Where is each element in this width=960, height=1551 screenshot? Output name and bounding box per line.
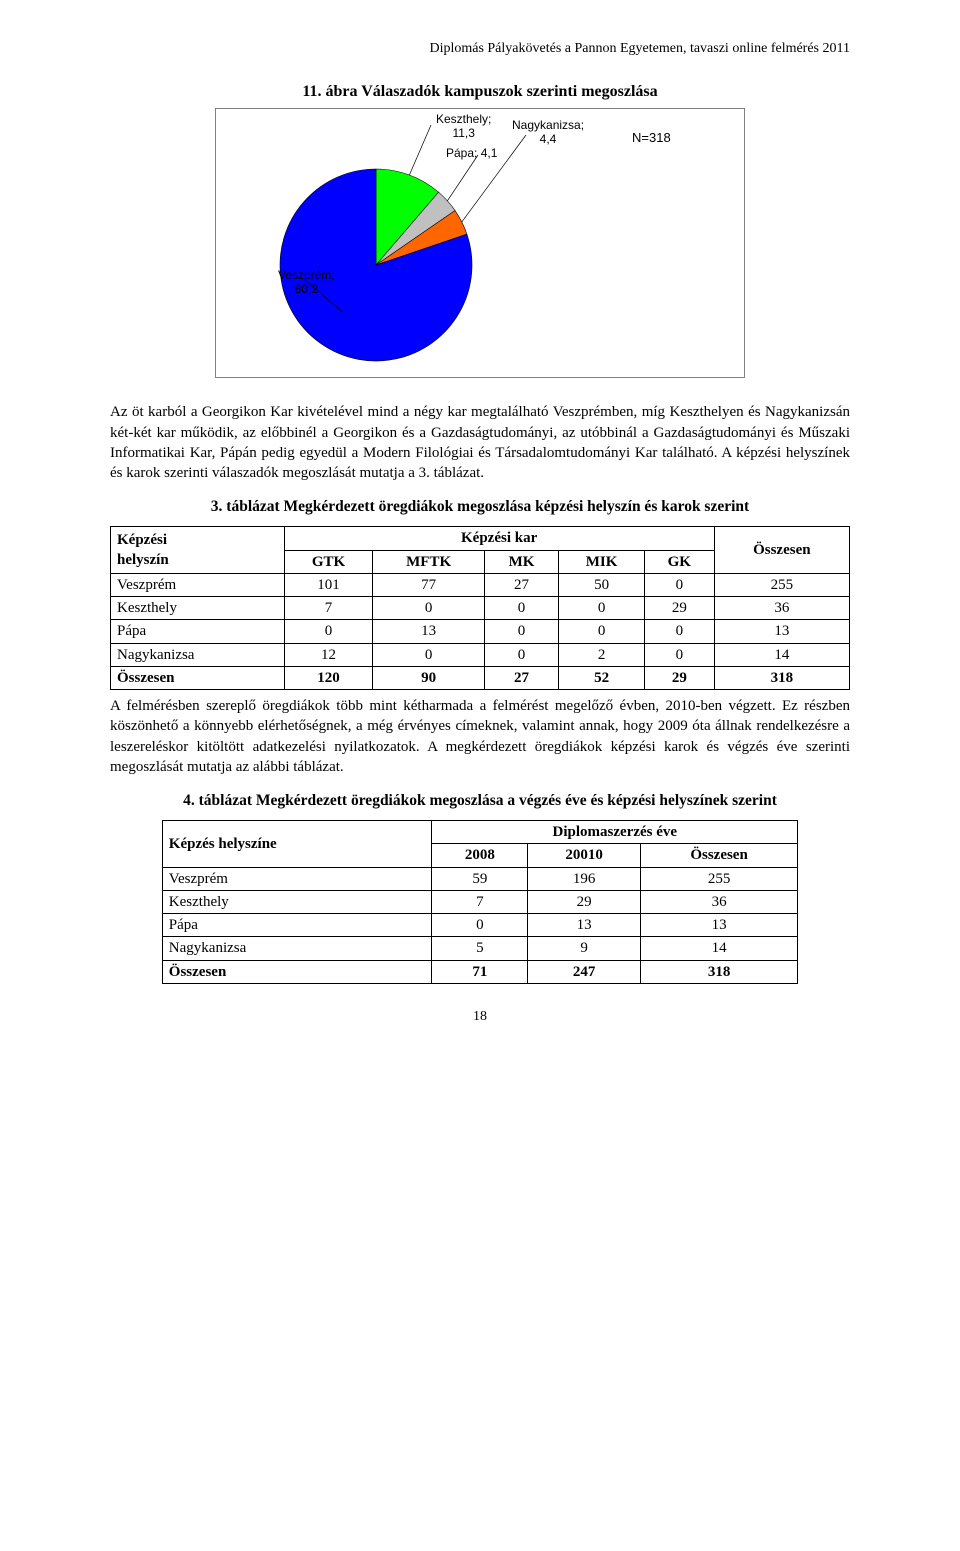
- table3-col-3: MIK: [559, 550, 645, 573]
- table4-rowhead: Képzés helyszíne: [162, 821, 432, 868]
- table4-cell-0-2: 255: [640, 867, 797, 890]
- table3-title: 3. táblázat Megkérdezett öregdiákok mego…: [110, 497, 850, 518]
- table3: KépzésihelyszínKépzési karÖsszesenGTKMFT…: [110, 526, 850, 690]
- table3-cell-4-3: 52: [559, 666, 645, 689]
- table3-cell-4-1: 90: [373, 666, 484, 689]
- table3-cell-2-0: 0: [284, 620, 373, 643]
- table4-col-0: 2008: [432, 844, 528, 867]
- pie-n-label: N=318: [632, 131, 671, 145]
- pie-label-nagykanizsa: Nagykanizsa;4,4: [512, 119, 584, 145]
- table3-cell-2-2: 0: [484, 620, 558, 643]
- table4-col-1: 20010: [528, 844, 641, 867]
- table4-cell-0-0: 59: [432, 867, 528, 890]
- table3-rowlabel-0: Veszprém: [111, 573, 285, 596]
- page-number: 18: [110, 1008, 850, 1027]
- page-header: Diplomás Pályakövetés a Pannon Egyetemen…: [110, 40, 850, 59]
- table3-cell-2-1: 13: [373, 620, 484, 643]
- table4-col-2: Összesen: [640, 844, 797, 867]
- table3-rowlabel-1: Keszthely: [111, 597, 285, 620]
- table4-colgroup: Diplomaszerzés éve: [432, 821, 798, 844]
- table3-cell-3-2: 0: [484, 643, 558, 666]
- table3-cell-3-4: 0: [644, 643, 714, 666]
- table4-cell-3-1: 9: [528, 937, 641, 960]
- table4-cell-1-2: 36: [640, 890, 797, 913]
- table3-col-2: MK: [484, 550, 558, 573]
- table3-cell-3-0: 12: [284, 643, 373, 666]
- table4-cell-4-2: 318: [640, 960, 797, 983]
- table3-cell-0-3: 50: [559, 573, 645, 596]
- table3-rowlabel-4: Összesen: [111, 666, 285, 689]
- table3-rowlabel-3: Nagykanizsa: [111, 643, 285, 666]
- table4-title: 4. táblázat Megkérdezett öregdiákok mego…: [110, 791, 850, 812]
- table3-cell-1-0: 7: [284, 597, 373, 620]
- table3-cell-0-4: 0: [644, 573, 714, 596]
- table3-cell-1-3: 0: [559, 597, 645, 620]
- table3-cell-1-5: 36: [714, 597, 849, 620]
- table3-cell-4-4: 29: [644, 666, 714, 689]
- table3-cell-1-2: 0: [484, 597, 558, 620]
- table3-rowhead: Képzésihelyszín: [111, 527, 285, 574]
- table3-col-0: GTK: [284, 550, 373, 573]
- table4-rowlabel-1: Keszthely: [162, 890, 432, 913]
- table4-cell-1-1: 29: [528, 890, 641, 913]
- table4: Képzés helyszíneDiplomaszerzés éve200820…: [162, 820, 798, 984]
- table4-rowlabel-0: Veszprém: [162, 867, 432, 890]
- table3-cell-4-5: 318: [714, 666, 849, 689]
- table3-cell-2-4: 0: [644, 620, 714, 643]
- table3-cell-0-0: 101: [284, 573, 373, 596]
- table3-cell-3-3: 2: [559, 643, 645, 666]
- table4-rowlabel-4: Összesen: [162, 960, 432, 983]
- paragraph-1: Az öt karból a Georgikon Kar kivételével…: [110, 402, 850, 483]
- table3-cell-4-0: 120: [284, 666, 373, 689]
- table4-cell-4-1: 247: [528, 960, 641, 983]
- table3-cell-1-4: 29: [644, 597, 714, 620]
- table3-cell-0-5: 255: [714, 573, 849, 596]
- figure-title: 11. ábra Válaszadók kampuszok szerinti m…: [110, 81, 850, 103]
- table3-cell-3-5: 14: [714, 643, 849, 666]
- table3-cell-3-1: 0: [373, 643, 484, 666]
- table3-cell-4-2: 27: [484, 666, 558, 689]
- pie-chart: Keszthely;11,3 Nagykanizsa;4,4 Pápa; 4,1 Ve…: [215, 108, 745, 378]
- table4-cell-2-0: 0: [432, 914, 528, 937]
- table3-colgroup: Képzési kar: [284, 527, 714, 550]
- table4-rowlabel-2: Pápa: [162, 914, 432, 937]
- table3-col-osszesen: Összesen: [714, 527, 849, 574]
- table4-cell-3-0: 5: [432, 937, 528, 960]
- table4-cell-0-1: 196: [528, 867, 641, 890]
- pie-label-veszprem: Veszprém;80,2: [278, 269, 335, 295]
- table3-cell-0-2: 27: [484, 573, 558, 596]
- table3-cell-1-1: 0: [373, 597, 484, 620]
- table3-cell-2-5: 13: [714, 620, 849, 643]
- pie-label-papa: Pápa; 4,1: [446, 147, 497, 160]
- table4-cell-2-1: 13: [528, 914, 641, 937]
- table3-cell-2-3: 0: [559, 620, 645, 643]
- table4-rowlabel-3: Nagykanizsa: [162, 937, 432, 960]
- table4-cell-4-0: 71: [432, 960, 528, 983]
- table4-cell-2-2: 13: [640, 914, 797, 937]
- table4-cell-1-0: 7: [432, 890, 528, 913]
- paragraph-2: A felmérésben szereplő öregdiákok több m…: [110, 696, 850, 777]
- table3-col-1: MFTK: [373, 550, 484, 573]
- table3-cell-0-1: 77: [373, 573, 484, 596]
- table3-col-4: GK: [644, 550, 714, 573]
- table3-rowlabel-2: Pápa: [111, 620, 285, 643]
- table4-cell-3-2: 14: [640, 937, 797, 960]
- pie-label-keszthely: Keszthely;11,3: [436, 113, 491, 139]
